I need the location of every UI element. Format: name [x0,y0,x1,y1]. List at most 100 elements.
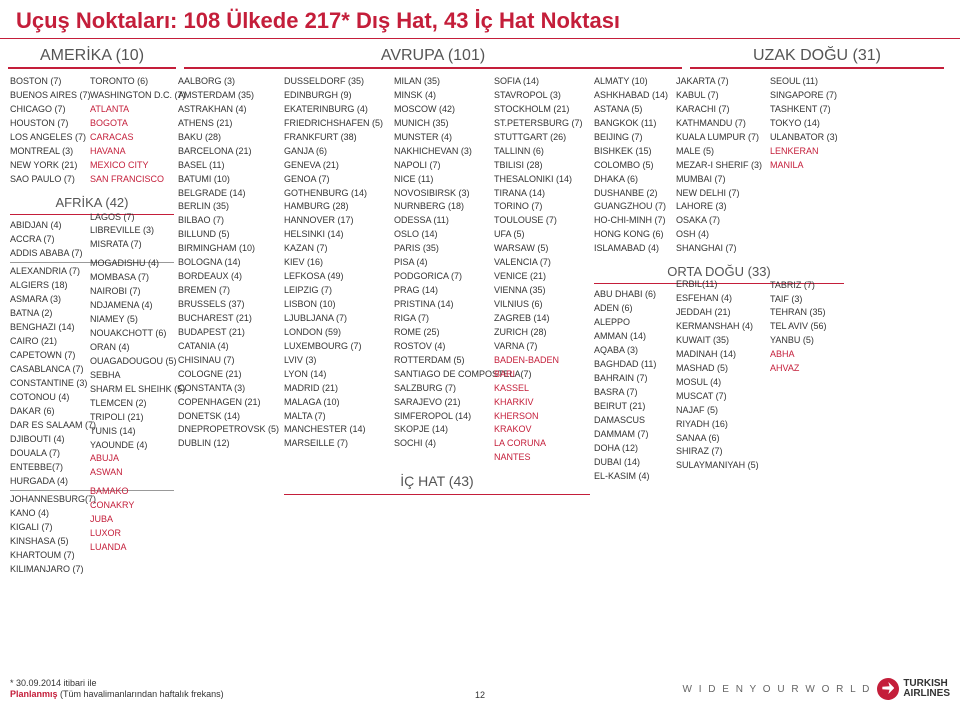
destination-item: MASHAD (5) [676,362,766,376]
destination-item: NEW YORK (21) [10,159,86,173]
destination-item: MUNICH (35) [394,117,490,131]
destination-item: ADDIS ABABA (7) [10,247,86,261]
destination-item: CONSTANTINE (3) [10,377,86,391]
destination-item: KATHMANDU (7) [676,117,766,131]
destination-item: ROSTOV (4) [394,340,490,354]
destination-item: NDJAMENA (4) [90,299,174,313]
destination-item: BRUSSELS (37) [178,298,280,312]
destination-item: ISLAMABAD (4) [594,242,672,256]
destination-item: PRISTINA (14) [394,298,490,312]
tagline: W I D E N Y O U R W O R L D [682,684,871,695]
destination-item: SEBHA [90,369,174,383]
destination-item: BILLUND (5) [178,228,280,242]
destination-item: KHARTOUM (7) [10,549,86,563]
destination-item: BUDAPEST (21) [178,326,280,340]
destination-item: NURNBERG (18) [394,200,490,214]
destination-item: BENGHAZI (14) [10,321,86,335]
tk-bird-icon [877,678,899,700]
destination-item: LUXEMBOURG (7) [284,340,390,354]
destination-item: ABUJA [90,452,174,466]
destination-item: JUBA [90,513,174,527]
destination-item: DAMMAM (7) [594,428,672,442]
destination-item: NOUAKCHOTT (6) [90,327,174,341]
destination-item: ALGIERS (18) [10,279,86,293]
destination-item: WASHINGTON D.C. (7) [90,89,174,103]
destination-item: DUBLIN (12) [178,437,280,451]
destination-item: BILBAO (7) [178,214,280,228]
destination-item: VENICE (21) [494,270,590,284]
destinations-grid: BOSTON (7)BUENOS AIRES (7)CHICAGO (7)HOU… [0,71,960,577]
destination-item: PRAG (14) [394,284,490,298]
destination-item: KIEV (16) [284,256,390,270]
destination-item: HANNOVER (17) [284,214,390,228]
destination-item: VARNA (7) [494,340,590,354]
destination-item: ASTRAKHAN (4) [178,103,280,117]
destination-item: TEHRAN (35) [770,306,844,320]
destination-item: HONG KONG (6) [594,228,672,242]
destination-item: BATUMI (10) [178,173,280,187]
destination-item: CAPETOWN (7) [10,349,86,363]
turkish-airlines-logo: TURKISH AIRLINES [877,678,950,700]
destination-item: ZAGREB (14) [494,312,590,326]
destination-item: SKOPJE (14) [394,423,490,437]
destination-item: AMMAN (14) [594,330,672,344]
destination-item: SULAYMANIYAH (5) [676,459,766,473]
destination-item: RIGA (7) [394,312,490,326]
destination-item: BAMAKO [90,485,174,499]
destination-item: COLOMBO (5) [594,159,672,173]
destination-item: PISA (4) [394,256,490,270]
destination-item: EKATERINBURG (4) [284,103,390,117]
destination-item: ALEPPO [594,316,672,330]
destination-item: TOKYO (14) [770,117,844,131]
destination-item: ZURICH (28) [494,326,590,340]
destination-item: KHERSON [494,410,590,424]
destination-item: TLEMCEN (2) [90,397,174,411]
footer: * 30.09.2014 itibari ile Planlanmış (Tüm… [10,678,950,700]
destination-item: BAHRAIN (7) [594,372,672,386]
destination-item: HO-CHI-MINH (7) [594,214,672,228]
destination-item: KABUL (7) [676,89,766,103]
destination-item: MUSCAT (7) [676,390,766,404]
destination-item: COLOGNE (21) [178,368,280,382]
destination-item: ALEXANDRIA (7) [10,265,86,279]
destination-item: SINGAPORE (7) [770,89,844,103]
destination-item: KARACHI (7) [676,103,766,117]
destination-item: KUALA LUMPUR (7) [676,131,766,145]
destination-item: LUANDA [90,541,174,555]
destination-item: DAKAR (6) [10,405,86,419]
destination-item: HAVANA [90,145,174,159]
destination-item: NIAMEY (5) [90,313,174,327]
destination-item: KHARKIV [494,396,590,410]
destination-item: AMSTERDAM (35) [178,89,280,103]
destination-item: PODGORICA (7) [394,270,490,284]
destination-item: DUBAI (14) [594,456,672,470]
destination-item: EL-KASIM (4) [594,470,672,484]
destination-item: BIRMINGHAM (10) [178,242,280,256]
page-number: 12 [475,690,485,700]
destination-item: BUCHAREST (21) [178,312,280,326]
destination-item: GENOA (7) [284,173,390,187]
destination-item: TORINO (7) [494,200,590,214]
destination-item: MADINAH (14) [676,348,766,362]
destination-item: MARSEILLE (7) [284,437,390,451]
destination-item: YANBU (5) [770,334,844,348]
destination-item: ABHA [770,348,844,362]
destination-item: BASRA (7) [594,386,672,400]
destination-item: SOFIA (14) [494,75,590,89]
destination-item: MOSUL (4) [676,376,766,390]
destination-item: ASMARA (3) [10,293,86,307]
destination-item: BAKU (28) [178,131,280,145]
destination-item: ESFEHAN (4) [676,292,766,306]
destination-item: MALAGA (10) [284,396,390,410]
page-title: Uçuş Noktaları: 108 Ülkede 217* Dış Hat,… [0,0,960,39]
destination-item: ODESSA (11) [394,214,490,228]
destination-item: FRIEDRICHSHAFEN (5) [284,117,390,131]
destination-item: LUXOR [90,527,174,541]
destination-item: LVIV (3) [284,354,390,368]
destination-item: SIMFEROPOL (14) [394,410,490,424]
destination-item: TAIF (3) [770,293,844,307]
destination-item: CONAKRY [90,499,174,513]
destination-item: KIGALI (7) [10,521,86,535]
destination-item: DAR ES SALAAM (7) [10,419,86,433]
destination-item: MOSCOW (42) [394,103,490,117]
